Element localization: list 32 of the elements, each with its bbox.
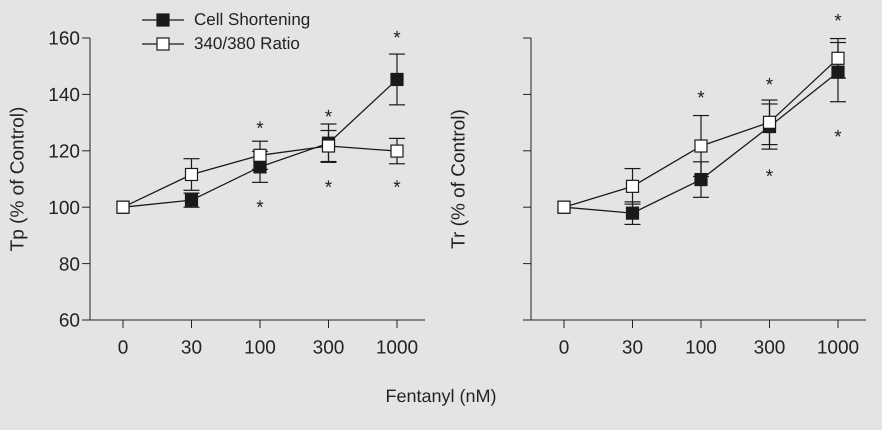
annotation: *	[324, 107, 333, 128]
legend-label: Cell Shortening	[194, 9, 310, 31]
x-tick-label: 100	[244, 337, 276, 358]
annotation: *	[766, 166, 774, 188]
text: *	[834, 11, 842, 32]
x-tick-label: 300	[312, 337, 344, 358]
y-tick-label: 80	[58, 254, 80, 276]
x-tick-label: 1000	[816, 337, 860, 358]
legend-label: 340/380 Ratio	[194, 33, 300, 55]
annotation: *	[256, 118, 264, 140]
x-tick-label: 100	[685, 337, 717, 358]
x-tick-label: 30	[180, 337, 202, 358]
y-axis-title: Tr (% of Control)	[448, 109, 470, 249]
y-tick-label: 100	[48, 198, 80, 219]
y-tick-label: 160	[48, 28, 80, 50]
y-tick-label: 120	[48, 142, 80, 163]
x-tick-label: 1000	[376, 337, 418, 358]
annotation: *	[393, 178, 402, 199]
annotation: *	[834, 126, 842, 148]
x-tick-label: 30	[622, 337, 644, 358]
x-axis-title: Fentanyl (nM)	[384, 386, 498, 407]
annotation: *	[697, 88, 706, 110]
x-tick-label: 300	[754, 337, 786, 358]
x-tick-label: 0	[558, 337, 570, 358]
annotation: *	[324, 178, 333, 199]
annotation: *	[766, 74, 774, 96]
annotation: *	[393, 28, 402, 50]
x-tick-label: 0	[118, 337, 128, 358]
y-axis-title: Tp (% of Control)	[8, 106, 29, 252]
y-tick-label: 60	[58, 310, 80, 332]
y-tick-label: 140	[48, 85, 80, 106]
annotation: *	[256, 197, 264, 218]
